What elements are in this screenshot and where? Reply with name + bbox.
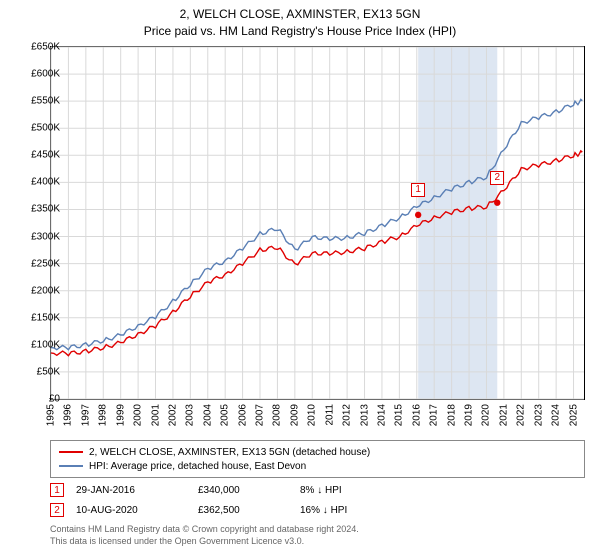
x-tick-label: 2022 xyxy=(516,404,527,426)
y-tick-label: £600K xyxy=(31,69,60,80)
y-tick-label: £500K xyxy=(31,123,60,134)
y-tick-label: £250K xyxy=(31,258,60,269)
y-tick-label: £100K xyxy=(31,339,60,350)
chart-container: 2, WELCH CLOSE, AXMINSTER, EX13 5GN Pric… xyxy=(0,0,600,560)
sale-pct: 8% ↓ HPI xyxy=(300,485,390,496)
y-tick-label: £350K xyxy=(31,204,60,215)
x-tick-label: 2012 xyxy=(342,404,353,426)
x-tick-label: 2024 xyxy=(551,404,562,426)
y-tick-label: £0 xyxy=(49,394,60,405)
x-tick-label: 2004 xyxy=(202,404,213,426)
sale-marker-icon: 1 xyxy=(50,483,64,497)
legend: 2, WELCH CLOSE, AXMINSTER, EX13 5GN (det… xyxy=(50,440,585,478)
x-tick-label: 2010 xyxy=(307,404,318,426)
legend-swatch xyxy=(59,465,83,467)
legend-item: HPI: Average price, detached house, East… xyxy=(59,459,576,473)
sale-date: 10-AUG-2020 xyxy=(76,505,186,516)
x-tick-label: 2008 xyxy=(272,404,283,426)
x-tick-label: 2016 xyxy=(411,404,422,426)
x-tick-label: 1997 xyxy=(80,404,91,426)
footer-line2: This data is licensed under the Open Gov… xyxy=(50,536,585,548)
sale-rows: 1 29-JAN-2016 £340,000 8% ↓ HPI 2 10-AUG… xyxy=(50,480,585,520)
footer-line1: Contains HM Land Registry data © Crown c… xyxy=(50,524,585,536)
title-line1: 2, WELCH CLOSE, AXMINSTER, EX13 5GN xyxy=(0,6,600,23)
sale-marker-icon: 1 xyxy=(411,183,425,197)
title-block: 2, WELCH CLOSE, AXMINSTER, EX13 5GN Pric… xyxy=(0,0,600,40)
x-tick-label: 2000 xyxy=(133,404,144,426)
x-tick-label: 2009 xyxy=(289,404,300,426)
x-tick-label: 2013 xyxy=(359,404,370,426)
sale-row: 1 29-JAN-2016 £340,000 8% ↓ HPI xyxy=(50,480,585,500)
x-tick-label: 2011 xyxy=(324,404,335,426)
sale-price: £362,500 xyxy=(198,505,288,516)
x-tick-label: 2014 xyxy=(376,404,387,426)
x-tick-label: 2020 xyxy=(481,404,492,426)
sale-price: £340,000 xyxy=(198,485,288,496)
legend-item: 2, WELCH CLOSE, AXMINSTER, EX13 5GN (det… xyxy=(59,445,576,459)
sale-marker-icon: 2 xyxy=(490,171,504,185)
y-tick-label: £400K xyxy=(31,177,60,188)
x-tick-label: 1995 xyxy=(46,404,57,426)
footer: Contains HM Land Registry data © Crown c… xyxy=(50,524,585,547)
y-tick-label: £650K xyxy=(31,42,60,53)
x-tick-label: 2001 xyxy=(150,404,161,426)
chart-area xyxy=(50,46,585,400)
sale-marker-icon: 2 xyxy=(50,503,64,517)
x-tick-label: 2025 xyxy=(568,404,579,426)
x-tick-label: 2005 xyxy=(220,404,231,426)
x-tick-label: 2003 xyxy=(185,404,196,426)
y-tick-label: £450K xyxy=(31,150,60,161)
x-tick-label: 2015 xyxy=(394,404,405,426)
y-tick-label: £200K xyxy=(31,285,60,296)
chart-svg xyxy=(51,47,584,399)
y-tick-label: £550K xyxy=(31,96,60,107)
y-tick-label: £150K xyxy=(31,312,60,323)
x-tick-label: 1996 xyxy=(63,404,74,426)
sale-date: 29-JAN-2016 xyxy=(76,485,186,496)
x-tick-label: 2007 xyxy=(255,404,266,426)
x-tick-label: 2021 xyxy=(498,404,509,426)
title-line2: Price paid vs. HM Land Registry's House … xyxy=(0,23,600,40)
x-tick-label: 1998 xyxy=(98,404,109,426)
sale-row: 2 10-AUG-2020 £362,500 16% ↓ HPI xyxy=(50,500,585,520)
legend-swatch xyxy=(59,451,83,453)
x-tick-label: 2006 xyxy=(237,404,248,426)
x-tick-label: 2019 xyxy=(464,404,475,426)
sale-pct: 16% ↓ HPI xyxy=(300,505,390,516)
y-tick-label: £300K xyxy=(31,231,60,242)
y-tick-label: £50K xyxy=(37,366,60,377)
legend-label: 2, WELCH CLOSE, AXMINSTER, EX13 5GN (det… xyxy=(89,447,370,458)
x-tick-label: 2023 xyxy=(533,404,544,426)
x-tick-label: 1999 xyxy=(115,404,126,426)
x-tick-label: 2017 xyxy=(429,404,440,426)
x-tick-label: 2002 xyxy=(167,404,178,426)
x-tick-label: 2018 xyxy=(446,404,457,426)
legend-label: HPI: Average price, detached house, East… xyxy=(89,461,306,472)
